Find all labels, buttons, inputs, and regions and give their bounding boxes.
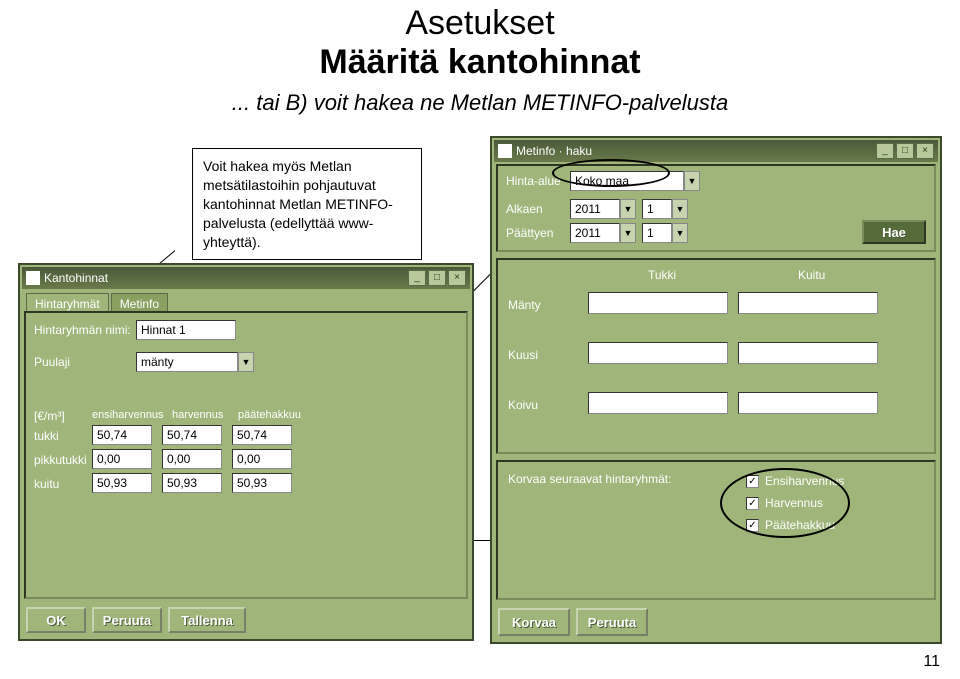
dropdown-puulaji-value: mänty (136, 352, 238, 372)
subtitle: ... tai B) voit hakea ne Metlan METINFO-… (0, 90, 960, 116)
window-title-left-text: Kantohinnat (44, 271, 108, 285)
label-paattyen: Päättyen (506, 226, 553, 240)
unit-label: [€/m³] (34, 409, 65, 423)
chevron-down-icon: ▼ (672, 199, 688, 219)
dropdown-alkaen-month[interactable]: 1▼ (642, 199, 688, 219)
cell-1-2[interactable]: 0,00 (232, 449, 292, 469)
save-button[interactable]: Tallenna (168, 607, 246, 633)
cell-2-0[interactable]: 50,93 (92, 473, 152, 493)
title-line2: Määritä kantohinnat (0, 43, 960, 82)
result-koivu-tukki (588, 392, 728, 414)
col-paatehakkuu: päätehakkuu (238, 409, 301, 421)
chevron-down-icon: ▼ (620, 223, 636, 243)
cell-1-0[interactable]: 0,00 (92, 449, 152, 469)
page-number: 11 (923, 653, 940, 671)
callout-1: Voit hakea myös Metlan metsätilastoihin … (192, 148, 422, 260)
label-hintaryhman-nimi: Hintaryhmän nimi: (34, 323, 131, 337)
hae-button[interactable]: Hae (862, 220, 926, 244)
row-tukki: tukki (34, 429, 59, 443)
cell-0-2[interactable]: 50,74 (232, 425, 292, 445)
cell-2-2[interactable]: 50,93 (232, 473, 292, 493)
dropdown-puulaji[interactable]: mänty ▼ (136, 352, 254, 372)
window-controls-right: _ □ × (876, 143, 934, 159)
input-hintaryhman-nimi[interactable]: Hinnat 1 (136, 320, 236, 340)
paattyen-year: 2011 (570, 223, 620, 243)
window-title-left: Kantohinnat (26, 271, 108, 285)
app-icon (498, 144, 512, 158)
panel-results: Tukki Kuitu Mänty Kuusi Koivu (496, 258, 936, 454)
alkaen-month: 1 (642, 199, 672, 219)
minimize-button[interactable]: _ (408, 270, 426, 286)
ok-button[interactable]: OK (26, 607, 86, 633)
dropdown-paattyen-month[interactable]: 1▼ (642, 223, 688, 243)
dropdown-alkaen-year[interactable]: 2011▼ (570, 199, 636, 219)
col-harvennus: harvennus (172, 409, 223, 421)
row-manty: Mänty (508, 298, 541, 312)
cancel-button-left[interactable]: Peruuta (92, 607, 162, 633)
minimize-button[interactable]: _ (876, 143, 894, 159)
maximize-button[interactable]: □ (896, 143, 914, 159)
panel-korvaa: Korvaa seuraavat hintaryhmät: ✓Ensiharve… (496, 460, 936, 600)
result-manty-kuitu (738, 292, 878, 314)
result-kuusi-tukki (588, 342, 728, 364)
titlebar-right: Metinfo · haku _ □ × (494, 140, 938, 162)
paattyen-month: 1 (642, 223, 672, 243)
cell-2-1[interactable]: 50,93 (162, 473, 222, 493)
dropdown-paattyen-year[interactable]: 2011▼ (570, 223, 636, 243)
cell-1-1[interactable]: 0,00 (162, 449, 222, 469)
chevron-down-icon: ▼ (672, 223, 688, 243)
col-tukki: Tukki (648, 268, 676, 282)
korvaa-button[interactable]: Korvaa (498, 608, 570, 636)
window-controls-left: _ □ × (408, 270, 466, 286)
window-title-right-text: Metinfo · haku (516, 144, 592, 158)
window-kantohinnat: Kantohinnat _ □ × Hintaryhmät Metinfo Hi… (18, 263, 474, 641)
chevron-down-icon: ▼ (620, 199, 636, 219)
title-line1: Asetukset (0, 4, 960, 43)
panel-left: Hintaryhmän nimi: Hinnat 1 Puulaji mänty… (24, 311, 468, 599)
result-koivu-kuitu (738, 392, 878, 414)
chevron-down-icon: ▼ (684, 171, 700, 191)
app-icon (26, 271, 40, 285)
close-button[interactable]: × (916, 143, 934, 159)
window-metinfo-haku: Metinfo · haku _ □ × Hinta-alue Koko maa… (490, 136, 942, 644)
result-kuusi-kuitu (738, 342, 878, 364)
titlebar-left: Kantohinnat _ □ × (22, 267, 470, 289)
row-kuitu: kuitu (34, 477, 59, 491)
result-manty-tukki (588, 292, 728, 314)
label-korvaa: Korvaa seuraavat hintaryhmät: (508, 472, 671, 486)
maximize-button[interactable]: □ (428, 270, 446, 286)
close-button[interactable]: × (448, 270, 466, 286)
window-title-right: Metinfo · haku (498, 144, 592, 158)
cancel-button-right[interactable]: Peruuta (576, 608, 648, 636)
cell-0-1[interactable]: 50,74 (162, 425, 222, 445)
alkaen-year: 2011 (570, 199, 620, 219)
col-ensiharvennus: ensiharvennus (92, 409, 164, 421)
label-puulaji: Puulaji (34, 355, 70, 369)
row-pikkutukki: pikkutukki (34, 453, 87, 467)
label-alkaen: Alkaen (506, 202, 543, 216)
col-kuitu: Kuitu (798, 268, 825, 282)
row-koivu: Koivu (508, 398, 538, 412)
ellipse-hinta-alue (552, 159, 670, 187)
row-kuusi: Kuusi (508, 348, 538, 362)
page-title-block: Asetukset Määritä kantohinnat ... tai B)… (0, 4, 960, 116)
cell-0-0[interactable]: 50,74 (92, 425, 152, 445)
chevron-down-icon: ▼ (238, 352, 254, 372)
ellipse-checkboxes (720, 468, 850, 538)
